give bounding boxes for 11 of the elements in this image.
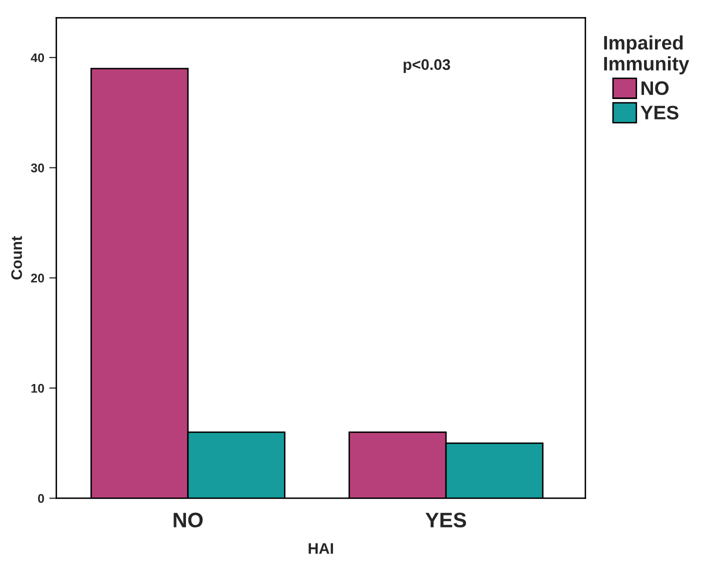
- y-tick-label: 20: [31, 274, 44, 283]
- y-tick-label: 10: [31, 384, 44, 393]
- legend-title: Impaired Immunity: [604, 35, 690, 74]
- x-axis-title: HAI: [308, 543, 333, 554]
- y-tick-label: 0: [38, 494, 44, 503]
- y-tick-label: 30: [30, 164, 44, 172]
- legend-label: NO: [642, 81, 669, 96]
- legend-label: YES: [640, 106, 678, 120]
- y-tick-label: 40: [30, 53, 44, 62]
- annotation: p<0.03: [404, 59, 450, 74]
- y-axis-title: Count: [11, 236, 22, 280]
